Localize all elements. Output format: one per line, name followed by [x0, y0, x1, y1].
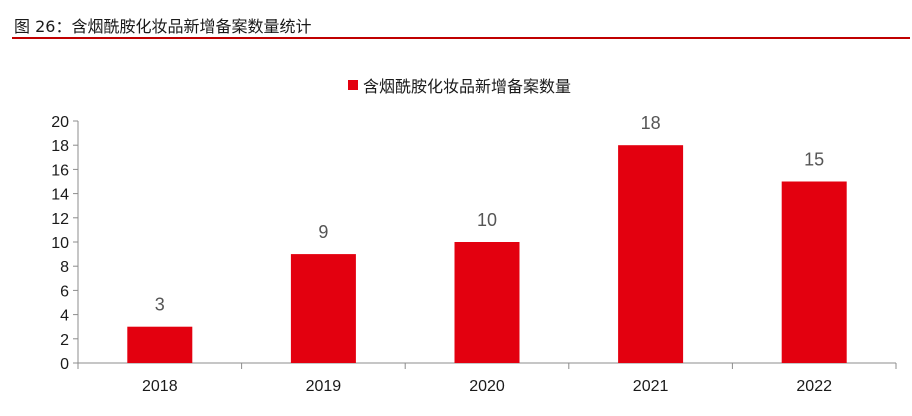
y-tick-label: 6: [60, 283, 69, 300]
x-tick-label: 2020: [469, 378, 505, 395]
x-tick-label: 2018: [142, 378, 178, 395]
y-axis: 0 2 4 6 8 10 12 14 16 18 20: [51, 114, 79, 373]
value-label-2019: 9: [318, 222, 328, 242]
value-label-2018: 3: [155, 295, 165, 315]
figure-title: 图 26：含烟酰胺化妆品新增备案数量统计: [14, 17, 312, 36]
y-tick-label: 12: [51, 211, 69, 228]
y-tick-label: 8: [60, 259, 69, 276]
y-tick-label: 14: [51, 187, 69, 204]
chart-legend: 含烟酰胺化妆品新增备案数量: [348, 73, 571, 97]
legend-swatch: [348, 80, 358, 90]
legend-label: 含烟酰胺化妆品新增备案数量: [363, 77, 572, 96]
bar-2019: [290, 254, 356, 363]
x-tick-label: 2021: [633, 378, 669, 395]
value-label-2021: 18: [641, 113, 661, 133]
y-tick-label: 2: [60, 332, 69, 349]
bar-2018: [127, 326, 193, 363]
bar-2021: [618, 145, 684, 363]
y-tick-label: 0: [60, 356, 69, 373]
value-label-2020: 10: [477, 210, 497, 230]
bar-2022: [781, 181, 847, 363]
bars: [127, 145, 847, 363]
y-tick-label: 10: [51, 235, 69, 252]
x-axis: 2018 2019 2020 2021 2022: [77, 362, 897, 395]
x-tick-label: 2022: [796, 378, 832, 395]
y-tick-label: 16: [51, 162, 69, 179]
y-tick-label: 18: [51, 138, 69, 155]
bar-2020: [454, 242, 520, 363]
y-tick-label: 4: [60, 308, 69, 325]
value-label-2022: 15: [804, 150, 824, 170]
value-labels: 3 9 10 18 15: [155, 113, 824, 315]
x-tick-label: 2019: [306, 378, 342, 395]
y-tick-label: 20: [51, 114, 69, 131]
title-rule: [12, 37, 910, 39]
x-ticks: 2018 2019 2020 2021 2022: [77, 363, 897, 395]
y-ticks: 0 2 4 6 8 10 12 14 16 18 20: [51, 114, 78, 373]
